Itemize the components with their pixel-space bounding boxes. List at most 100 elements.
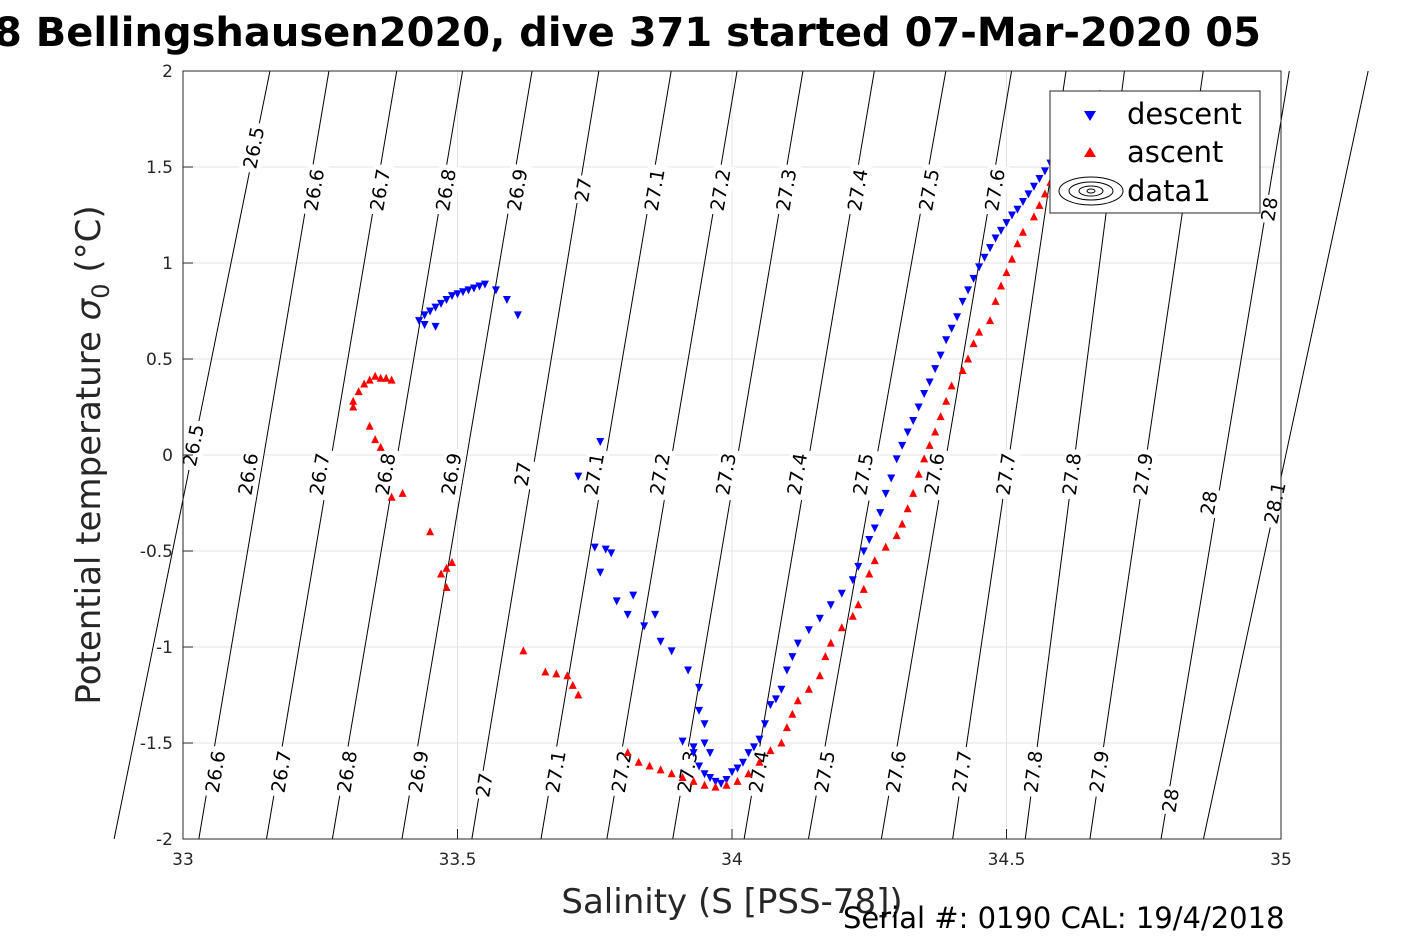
- descent-point: [931, 365, 940, 374]
- isopycnal-label-bg: [1158, 784, 1185, 817]
- descent-point: [980, 253, 989, 262]
- descent-point: [848, 576, 857, 585]
- descent-point: [678, 737, 687, 746]
- ascent-point: [376, 373, 385, 382]
- legend: descent ascent data1: [1049, 90, 1261, 214]
- ascent-point: [788, 709, 797, 718]
- ascent-point: [975, 327, 984, 336]
- y-axis-label: Potential temperature σ0 (°C): [69, 205, 115, 704]
- isopycnal-label-bg: [471, 769, 499, 801]
- isopycnal-label-bg: [843, 163, 874, 217]
- descent-point: [804, 626, 813, 635]
- descent-point: [491, 286, 500, 295]
- y-tick-label: 0.5: [146, 350, 173, 370]
- isopycnal-label-bg: [299, 163, 330, 217]
- ascent-point: [1007, 254, 1016, 263]
- descent-point: [706, 774, 715, 783]
- isopycnal-label-bg: [371, 447, 402, 501]
- descent-point: [684, 666, 693, 675]
- descent-point: [997, 226, 1006, 235]
- descent-point: [975, 263, 984, 272]
- descent-point: [782, 666, 791, 675]
- ascent-point: [387, 492, 396, 501]
- descent-point: [1007, 211, 1016, 220]
- descent-point: [969, 274, 978, 283]
- descent-point: [788, 653, 797, 662]
- descent-point: [854, 562, 863, 571]
- ascent-point: [711, 782, 720, 791]
- isopycnal-label-bg: [1196, 487, 1223, 519]
- descent-point: [420, 311, 429, 320]
- ascent-point: [986, 316, 995, 325]
- ascent-point: [777, 738, 786, 747]
- descent-point: [870, 524, 879, 533]
- isopycnal-label-bg: [810, 745, 841, 799]
- ascent-point: [942, 396, 951, 405]
- descent-point: [469, 284, 478, 293]
- descent-point: [749, 743, 758, 752]
- descent-point: [426, 307, 435, 316]
- isopycnal-label-bg: [1019, 745, 1049, 799]
- descent-point: [826, 601, 835, 610]
- isopycnal-label-bg: [266, 745, 297, 799]
- isopycnal-label: 28: [1197, 489, 1223, 516]
- descent-point: [1024, 190, 1033, 199]
- isopycnal-label-bg: [233, 447, 264, 501]
- descent-point: [865, 535, 874, 544]
- descent-point: [733, 764, 742, 773]
- descent-point: [936, 351, 945, 360]
- descent-point: [464, 286, 473, 295]
- ascent-point: [1002, 268, 1011, 277]
- legend-data1-label: data1: [1127, 174, 1211, 208]
- x-tick-label: 33.5: [439, 850, 477, 870]
- ascent-point: [678, 773, 687, 782]
- ascent-point: [365, 375, 374, 384]
- isopycnal-label-bg: [1085, 745, 1115, 799]
- isopycnal-label: 27.8: [1020, 749, 1047, 794]
- descent-point: [942, 336, 951, 345]
- ascent-point: [437, 569, 446, 578]
- descent-point: [964, 286, 973, 295]
- descent-point: [607, 549, 616, 558]
- y-axis-label-text: Potential temperature: [69, 320, 109, 704]
- isopycnal-label: 27: [472, 772, 498, 799]
- y-tick-label: 2: [162, 62, 173, 82]
- x-tick-label: 34: [721, 850, 743, 870]
- ascent-point: [744, 769, 753, 778]
- descent-point: [771, 695, 780, 704]
- descent-point: [1040, 167, 1049, 176]
- descent-point: [738, 758, 747, 767]
- descent-point: [903, 428, 912, 437]
- y-tick-label: 1.5: [146, 158, 173, 178]
- descent-point: [777, 685, 786, 694]
- descent-point: [458, 288, 467, 297]
- descent-point: [700, 739, 709, 748]
- isopycnal-label-bg: [570, 174, 597, 206]
- descent-point: [420, 320, 429, 329]
- y-tick-label: -2: [156, 830, 173, 850]
- y-axis-label-sigma: σ: [69, 297, 109, 320]
- isopycnal-label-bg: [1259, 476, 1292, 530]
- legend-ascent-marker: [1084, 147, 1096, 157]
- ascent-point: [969, 339, 978, 348]
- ascent-point: [848, 611, 857, 620]
- descent-point: [651, 610, 660, 619]
- descent-point: [958, 297, 967, 306]
- y-tick-label: -1.5: [140, 734, 173, 754]
- ascent-point: [898, 519, 907, 528]
- ascent-point: [349, 396, 358, 405]
- isopycnal-label-bg: [920, 447, 951, 501]
- isopycnal-label-bg: [1129, 447, 1159, 501]
- ascent-point: [859, 584, 868, 593]
- y-axis-label-subscript: 0: [87, 283, 115, 298]
- x-tick-label: 34.5: [988, 850, 1026, 870]
- ascent-point: [909, 488, 918, 497]
- isopycnal-label-bg: [200, 745, 231, 799]
- chart-title: 8 Bellingshausen2020, dive 371 started 0…: [0, 10, 1261, 56]
- ascent-point: [360, 379, 369, 388]
- descent-point: [892, 455, 901, 464]
- legend-descent-marker: [1084, 111, 1096, 121]
- descent-point: [667, 647, 676, 656]
- isopycnal-28.1: [1202, 70, 1369, 840]
